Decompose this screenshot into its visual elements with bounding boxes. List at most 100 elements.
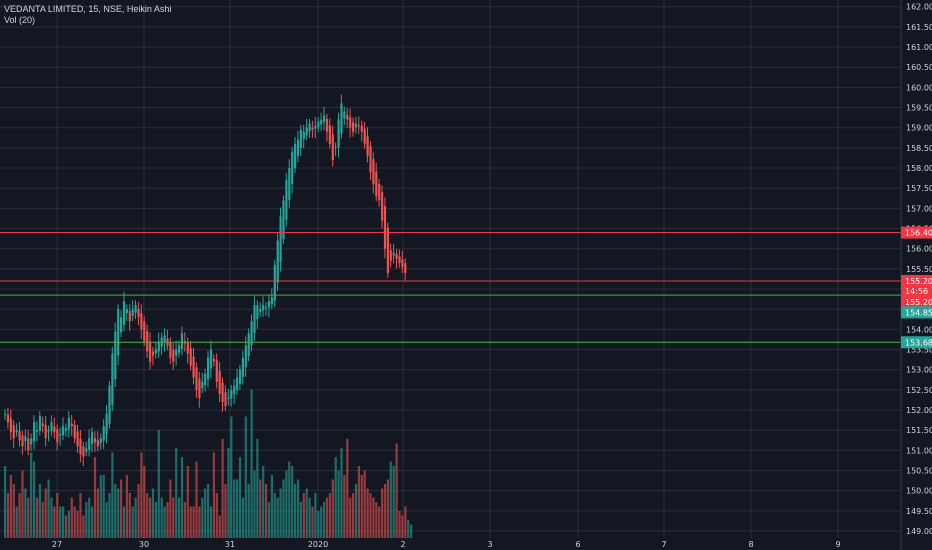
price-label-text: 153.68 (905, 338, 932, 347)
candle-body (314, 125, 317, 129)
candle-body (146, 331, 149, 352)
candle-body (50, 422, 53, 431)
candle-body (273, 264, 276, 301)
volume-bar (352, 493, 355, 538)
volume-bar (137, 484, 140, 538)
candle-body (33, 422, 36, 442)
volume-bar (9, 475, 12, 538)
price-tick-label: 160.50 (906, 63, 932, 72)
candle-body (91, 432, 94, 445)
volume-bar (24, 488, 27, 538)
volume-bar (111, 452, 114, 538)
price-tick-label: 152.50 (906, 386, 932, 395)
candle-body (172, 349, 175, 362)
candle-body (299, 129, 302, 148)
volume-bar (186, 466, 189, 538)
volume-bar (88, 497, 91, 538)
volume-bar (334, 457, 337, 538)
volume-bar (151, 488, 155, 538)
candle-body (44, 424, 47, 439)
volume-bar (323, 502, 326, 538)
candle-body (331, 134, 334, 160)
candle-body (41, 423, 44, 427)
volume-bar (134, 497, 137, 538)
time-tick-label: 27 (52, 540, 62, 549)
candle-body (21, 435, 24, 447)
candle-body (352, 122, 355, 132)
price-label-box (901, 226, 932, 239)
volume-bar (276, 497, 279, 538)
candle-body (204, 373, 207, 386)
candle-body (56, 429, 59, 443)
volume-bar (27, 497, 30, 538)
candle-body (189, 347, 192, 366)
volume-bar (294, 484, 297, 538)
volume-bar (21, 470, 24, 538)
volume-bar (166, 502, 169, 538)
candle-body (195, 367, 198, 390)
candle-body (198, 378, 201, 398)
volume-bar (128, 493, 131, 538)
volume-bar (259, 479, 262, 538)
volume-bar (198, 506, 201, 538)
volume-bar (404, 506, 407, 538)
volume-bar (85, 502, 88, 538)
price-tick-label: 156.00 (906, 245, 932, 254)
volume-indicator-label[interactable]: Vol (20) (4, 15, 36, 25)
volume-bar (201, 497, 204, 538)
candle-body (375, 171, 378, 197)
symbol-title[interactable]: VEDANTA LIMITED, 15, NSE, Heikin Ashi (4, 4, 172, 14)
volume-bar (267, 502, 271, 538)
volume-bar (195, 461, 198, 538)
volume-bar (47, 479, 50, 538)
candle-body (38, 416, 41, 431)
volume-bar (407, 520, 410, 538)
candle-body (323, 115, 326, 123)
volume-bar (250, 389, 253, 538)
candle-body (122, 301, 126, 325)
volume-bar (363, 470, 366, 538)
volume-bar (108, 493, 111, 538)
candle-body (134, 305, 137, 313)
volume-bar (302, 493, 305, 538)
volume-bar (337, 470, 340, 538)
volume-bar (233, 479, 236, 538)
candle-body (212, 358, 215, 362)
horizontal-lines[interactable] (0, 232, 901, 343)
volume-bar (253, 470, 256, 538)
candle-body (15, 430, 18, 432)
volume-bar (120, 479, 123, 538)
price-tick-label: 157.50 (906, 184, 932, 193)
time-tick-label: 7 (661, 540, 666, 549)
price-label-box (901, 306, 932, 319)
price-axis[interactable]: 149.00 149.50 150.00 150.50 151.00 151.50 152.… (906, 3, 932, 536)
volume-bar (122, 506, 126, 538)
candle-body (404, 263, 407, 273)
volume-bar (180, 457, 184, 538)
candle-body (192, 356, 195, 378)
volume-bar (265, 484, 268, 538)
candle-body (105, 414, 108, 434)
volume-bar (227, 448, 230, 538)
candle-body (279, 216, 282, 262)
volume-bar (230, 416, 233, 538)
volume-bar (183, 502, 186, 538)
time-tick-label: 2 (400, 540, 405, 549)
candle-body (79, 438, 82, 455)
candle-body (140, 313, 143, 330)
volume-bar (305, 488, 308, 538)
candle-body (143, 321, 146, 342)
volume-bar (4, 466, 7, 538)
volume-bar (160, 497, 163, 538)
volume-bar (221, 439, 224, 538)
price-label-box (901, 274, 932, 287)
time-axis[interactable]: 27 30 31 2020 2 3 6 7 8 9 (52, 540, 841, 549)
price-label-text: 155.20 (905, 277, 932, 286)
volume-bar (375, 502, 378, 538)
candle-body (386, 227, 389, 273)
volume-bar (149, 497, 152, 538)
candle-body (392, 252, 395, 256)
candle-body (96, 440, 99, 447)
candle-body (67, 418, 70, 430)
